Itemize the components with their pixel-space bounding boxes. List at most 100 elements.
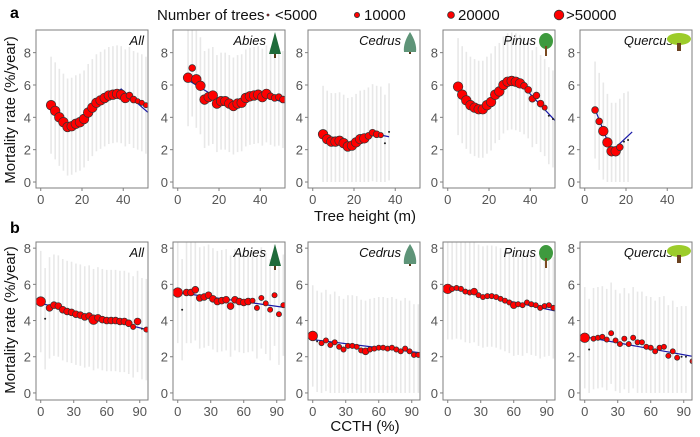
y-tick-label: 2 — [24, 143, 31, 158]
data-point — [195, 80, 206, 91]
data-point — [638, 339, 645, 346]
y-tick-label: 6 — [24, 277, 31, 292]
x-tick-label: 40 — [660, 192, 674, 207]
plot-area — [452, 32, 555, 168]
panel-cedrus: 0 2 4 6 8 0 20 40 Cedrus — [296, 29, 421, 207]
data-point — [316, 340, 319, 343]
panel-pinus: 0 2 4 6 8 0 30 60 90 Pinus — [431, 241, 556, 419]
x-tick-label: 90 — [405, 404, 419, 419]
panel-frame — [172, 29, 286, 189]
data-point — [616, 143, 624, 151]
y-tick-label: 2 — [296, 350, 303, 365]
pine-crown — [539, 33, 553, 49]
data-point — [415, 351, 420, 358]
panel-frame — [579, 29, 693, 189]
y-tick-label: 8 — [24, 241, 31, 256]
panel-quercus: 0 2 4 6 8 0 20 40 Quercus — [568, 29, 693, 207]
trunk — [274, 266, 276, 270]
x-tick-label: 40 — [253, 192, 267, 207]
panel-frame — [307, 29, 421, 189]
y-tick-label: 8 — [24, 46, 31, 61]
data-point — [536, 99, 545, 108]
conifer-pale-tree-icon — [403, 32, 417, 54]
data-point — [181, 308, 184, 311]
panel-frame — [307, 241, 421, 401]
data-point — [406, 348, 413, 355]
data-point — [318, 340, 325, 347]
x-tick-label: 40 — [116, 192, 130, 207]
y-tick-label: 0 — [296, 175, 303, 190]
data-point — [684, 355, 687, 358]
data-point — [36, 296, 46, 307]
plot-area — [182, 30, 285, 155]
data-point — [603, 336, 610, 343]
y-tick-label: 2 — [568, 350, 575, 365]
data-point — [191, 286, 200, 294]
pine-crown — [539, 245, 553, 261]
data-point — [143, 326, 148, 333]
x-tick-label: 90 — [677, 404, 691, 419]
y-tick-label: 0 — [431, 386, 438, 401]
data-point — [665, 352, 672, 359]
data-point — [388, 130, 391, 133]
y-tick-label: 0 — [296, 386, 303, 401]
y-tick-label: 2 — [24, 350, 31, 365]
panel-title: All — [129, 33, 146, 48]
y-tick-label: 4 — [161, 314, 168, 329]
trunk — [409, 264, 411, 266]
data-point — [660, 343, 667, 350]
panel-title: Cedrus — [359, 33, 401, 48]
x-axis-label: CCTH (%) — [330, 418, 399, 435]
data-point — [541, 104, 548, 111]
legend: Number of trees <5000 10000 20000 >50000 — [157, 7, 616, 24]
data-point — [630, 334, 637, 341]
y-tick-label: 2 — [296, 143, 303, 158]
x-tick-label: 0 — [309, 404, 316, 419]
trunk — [409, 52, 411, 54]
conifer-dark-tree-icon — [269, 32, 281, 58]
data-point — [588, 348, 591, 351]
x-tick-label: 90 — [270, 404, 284, 419]
panel-title: All — [129, 245, 146, 260]
trunk — [677, 43, 681, 51]
plot-area — [443, 242, 555, 359]
data-point — [279, 95, 285, 104]
legend-title: Number of trees — [157, 7, 265, 24]
data-point — [625, 341, 632, 348]
legend-label: <5000 — [275, 7, 317, 24]
data-point — [207, 90, 218, 101]
data-point — [249, 297, 256, 304]
x-tick-label: 60 — [100, 404, 114, 419]
panel-pinus: 0 2 4 6 8 0 20 40 Pinus — [431, 29, 556, 207]
plot-area — [173, 242, 285, 365]
y-tick-label: 2 — [431, 350, 438, 365]
y-tick-label: 6 — [161, 277, 168, 292]
data-point — [652, 348, 659, 355]
panel-cedrus: 0 2 4 6 8 0 30 60 90 Cedrus — [296, 241, 421, 419]
data-point — [519, 302, 526, 309]
data-point — [595, 117, 603, 126]
x-tick-label: 60 — [237, 404, 251, 419]
data-point — [308, 330, 318, 342]
plot-area — [36, 250, 148, 381]
plot-area — [580, 282, 692, 393]
data-point — [383, 142, 386, 145]
y-tick-label: 4 — [568, 110, 575, 125]
y-tick-label: 0 — [568, 175, 575, 190]
data-point — [591, 106, 599, 114]
data-point — [674, 354, 681, 361]
y-tick-label: 6 — [296, 277, 303, 292]
broadleaf-tree-icon — [667, 245, 691, 263]
x-tick-label: 0 — [581, 404, 588, 419]
x-tick-label: 30 — [611, 404, 625, 419]
data-point — [608, 330, 615, 337]
pine-tree-icon — [539, 245, 553, 268]
broadleaf-crown — [667, 33, 691, 45]
data-point — [44, 317, 47, 320]
pine-tree-icon — [539, 33, 553, 56]
data-point — [612, 337, 619, 344]
data-point — [182, 72, 194, 83]
trunk — [545, 46, 547, 56]
y-tick-label: 0 — [568, 386, 575, 401]
data-point — [616, 341, 623, 348]
